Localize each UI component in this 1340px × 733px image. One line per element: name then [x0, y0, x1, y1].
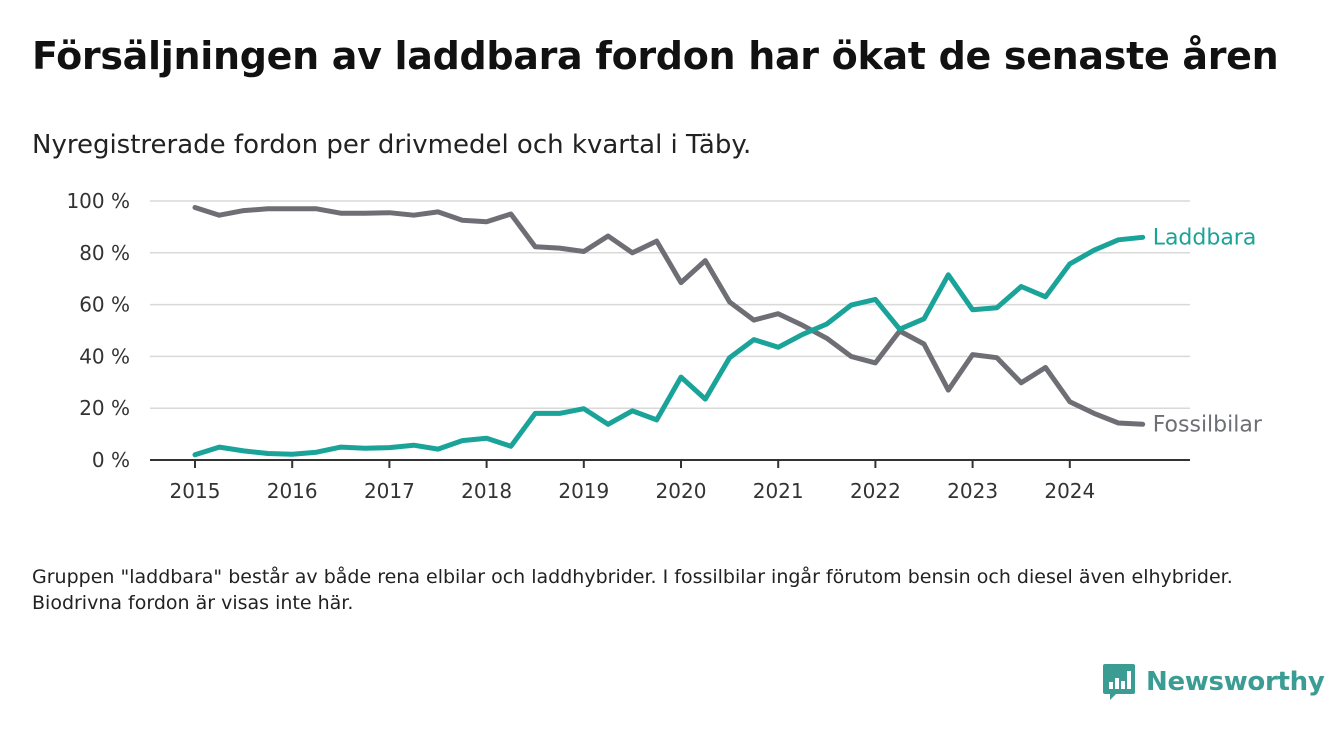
y-tick-label: 40 %	[79, 344, 130, 368]
x-tick-label: 2021	[753, 479, 804, 503]
x-tick-label: 2020	[656, 479, 707, 503]
series-label-laddbara: Laddbara	[1153, 225, 1257, 250]
x-tick-label: 2024	[1044, 479, 1095, 503]
series-labels: Fossilbilar Laddbara	[1153, 225, 1263, 437]
x-tick-label: 2016	[267, 479, 318, 503]
y-axis-ticks: 0 % 20 % 40 % 60 % 80 % 100 %	[66, 189, 130, 472]
x-tick-label: 2015	[170, 479, 221, 503]
chart-subtitle: Nyregistrerade fordon per drivmedel och …	[32, 130, 752, 160]
x-tick-label: 2019	[558, 479, 609, 503]
footnote: Gruppen "laddbara" består av både rena e…	[32, 566, 1233, 614]
y-tick-label: 80 %	[79, 241, 130, 265]
series-line-laddbara	[192, 234, 1146, 458]
x-tick-label: 2023	[947, 479, 998, 503]
gridlines	[150, 200, 1190, 409]
brand-name: Newsworthy	[1146, 667, 1325, 697]
chart-title: Försäljningen av laddbara fordon har öka…	[32, 34, 1279, 78]
y-tick-label: 20 %	[79, 396, 130, 420]
series-lines	[192, 205, 1146, 458]
bar-chart-logo-icon	[1103, 664, 1135, 700]
x-tick-label: 2022	[850, 479, 901, 503]
x-tick-label: 2017	[364, 479, 415, 503]
line-chart: 0 %20 %40 %60 %80 %100 % 2015 2016 2017 201…	[66, 189, 1263, 503]
newsworthy-logo[interactable]: Newsworthy	[1102, 662, 1325, 702]
y-tick-label: 60 %	[79, 293, 130, 317]
x-axis-ticks: 2015 2016 2017 2018 2019 2020 2021 2022 2023 2024	[150, 459, 1190, 503]
series-line-fossilbilar	[192, 205, 1146, 427]
series-label-fossilbilar: Fossilbilar	[1153, 412, 1263, 437]
x-tick-label: 2018	[461, 479, 512, 503]
y-tick-label: 100 %	[66, 189, 130, 213]
y-tick-label: 0 %	[92, 448, 130, 472]
